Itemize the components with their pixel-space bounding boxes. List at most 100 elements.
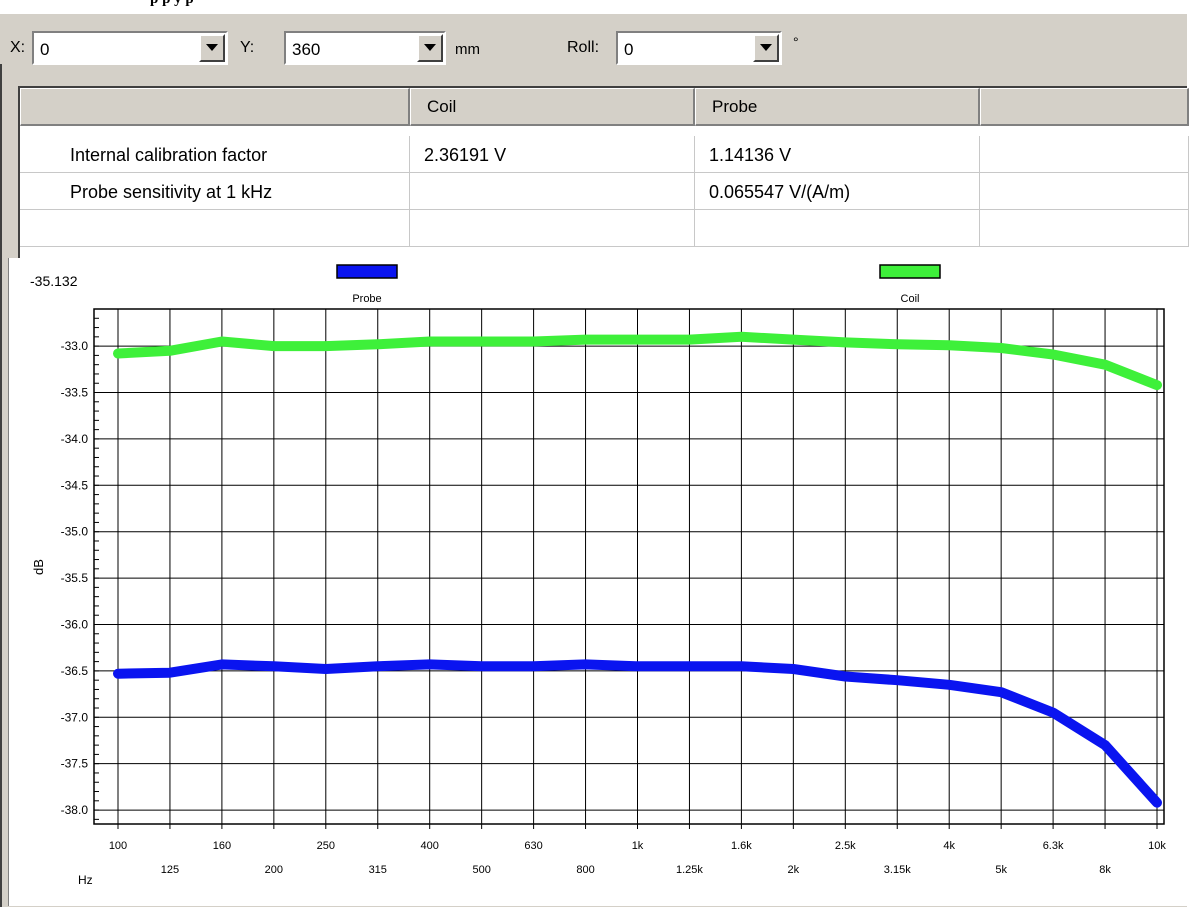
data-point-coil: [322, 343, 329, 350]
data-point-probe: [582, 661, 589, 668]
x-tick-label: 630: [524, 840, 542, 852]
x-tick-label: 1.6k: [731, 840, 752, 852]
x-tick-label: 3.15k: [884, 864, 911, 876]
x-tick-label: 800: [576, 864, 594, 876]
roll-unit-label: °: [793, 34, 799, 50]
y-tick-label: -36.5: [61, 664, 89, 678]
y-label: Y:: [240, 39, 255, 56]
x-tick-label: 100: [109, 840, 127, 852]
window-title-bar: p p y p: [0, 0, 1193, 18]
x-tick-label: 5k: [995, 864, 1007, 876]
x-tick-label: 1.25k: [676, 864, 703, 876]
probe-value: 1.14136 V: [709, 145, 792, 165]
x-tick-label: 4k: [943, 840, 955, 852]
x-dropdown-button[interactable]: [199, 34, 225, 62]
data-point-coil: [998, 344, 1005, 351]
y-tick-label: -35.0: [61, 525, 89, 539]
x-tick-label: 2.5k: [835, 840, 856, 852]
data-point-probe: [478, 663, 485, 670]
data-point-probe: [634, 663, 641, 670]
data-point-coil: [842, 339, 849, 346]
data-point-coil: [1154, 382, 1160, 389]
data-point-coil: [426, 338, 433, 345]
x-tick-label: 250: [317, 840, 335, 852]
y-tick-label: -33.5: [61, 386, 89, 400]
plot-area: [93, 308, 1165, 825]
y-tick-label: -36.0: [61, 617, 89, 631]
y-tick-label: -33.0: [61, 339, 89, 353]
x-tick-label: 500: [472, 864, 490, 876]
data-point-probe: [738, 663, 745, 670]
data-point-probe: [374, 663, 381, 670]
chevron-down-icon: [760, 44, 772, 51]
data-point-coil: [686, 336, 693, 343]
coil-value: 2.36191 V: [424, 145, 507, 165]
x-tick-label: 6.3k: [1043, 840, 1064, 852]
row-label: Probe sensitivity at 1 kHz: [70, 182, 273, 202]
data-point-probe: [322, 666, 329, 673]
table-header-cell[interactable]: [980, 88, 1189, 126]
y-tick-label: -34.5: [61, 478, 89, 492]
x-tick-label: 400: [421, 840, 439, 852]
legend-label-probe: Probe: [352, 293, 381, 305]
data-point-coil: [634, 336, 641, 343]
data-point-coil: [530, 338, 537, 345]
x-combobox[interactable]: 0: [32, 31, 228, 65]
data-point-probe: [842, 673, 849, 680]
data-point-probe: [166, 669, 173, 676]
data-point-probe: [998, 689, 1005, 696]
calibration-table: Coil Probe Internal calibration factor 2…: [18, 86, 1189, 258]
y-axis-label: dB: [31, 559, 46, 575]
y-value: 360: [292, 40, 321, 59]
roll-value: 0: [624, 40, 634, 59]
data-point-probe: [530, 663, 537, 670]
data-point-probe: [426, 661, 433, 668]
position-unit-label: mm: [455, 41, 480, 58]
legend-swatch-probe: [336, 264, 398, 279]
chevron-down-icon: [424, 44, 436, 51]
data-point-coil: [1102, 361, 1109, 368]
x-tick-label: 2k: [788, 864, 800, 876]
data-point-coil: [374, 341, 381, 348]
x-tick-label: 1k: [632, 840, 644, 852]
data-point-probe: [115, 670, 121, 677]
data-point-probe: [1050, 709, 1057, 716]
data-point-probe: [270, 663, 277, 670]
x-label: X:: [10, 39, 26, 56]
data-point-probe: [894, 677, 901, 684]
data-point-coil: [115, 350, 121, 357]
roll-combobox[interactable]: 0: [616, 31, 782, 65]
y-tick-label: -34.0: [61, 432, 89, 446]
data-point-coil: [166, 347, 173, 354]
data-point-probe: [1154, 799, 1160, 806]
data-point-coil: [790, 336, 797, 343]
chevron-down-icon: [206, 44, 218, 51]
data-point-probe: [686, 663, 693, 670]
y-tick-label: -37.0: [61, 710, 89, 724]
data-point-coil: [582, 336, 589, 343]
data-point-coil: [738, 333, 745, 340]
data-point-probe: [946, 681, 953, 688]
y-tick-label: -37.5: [61, 757, 89, 771]
x-tick-label: 315: [369, 864, 387, 876]
x-tick-label: 8k: [1099, 864, 1111, 876]
data-point-coil: [270, 343, 277, 350]
row-label: Internal calibration factor: [70, 145, 268, 165]
x-value: 0: [40, 40, 50, 59]
data-point-coil: [478, 338, 485, 345]
probe-value: 0.065547 V/(A/m): [709, 182, 851, 202]
roll-dropdown-button[interactable]: [753, 34, 779, 62]
table-header-cell[interactable]: [20, 88, 410, 126]
y-dropdown-button[interactable]: [417, 34, 443, 62]
y-tick-label: -38.0: [61, 803, 89, 817]
table-header-probe[interactable]: Probe: [695, 88, 980, 126]
y-combobox[interactable]: 360: [284, 31, 446, 65]
table-header-coil[interactable]: Coil: [410, 88, 695, 126]
legend-swatch-coil: [879, 264, 941, 279]
x-axis-label: Hz: [78, 873, 93, 887]
y-tick-label: -35.5: [61, 571, 89, 585]
legend-label-coil: Coil: [901, 293, 920, 305]
data-point-coil: [894, 341, 901, 348]
position-toolbar: X: 0 Y: 360 mm Roll: 0 °: [0, 14, 1187, 65]
